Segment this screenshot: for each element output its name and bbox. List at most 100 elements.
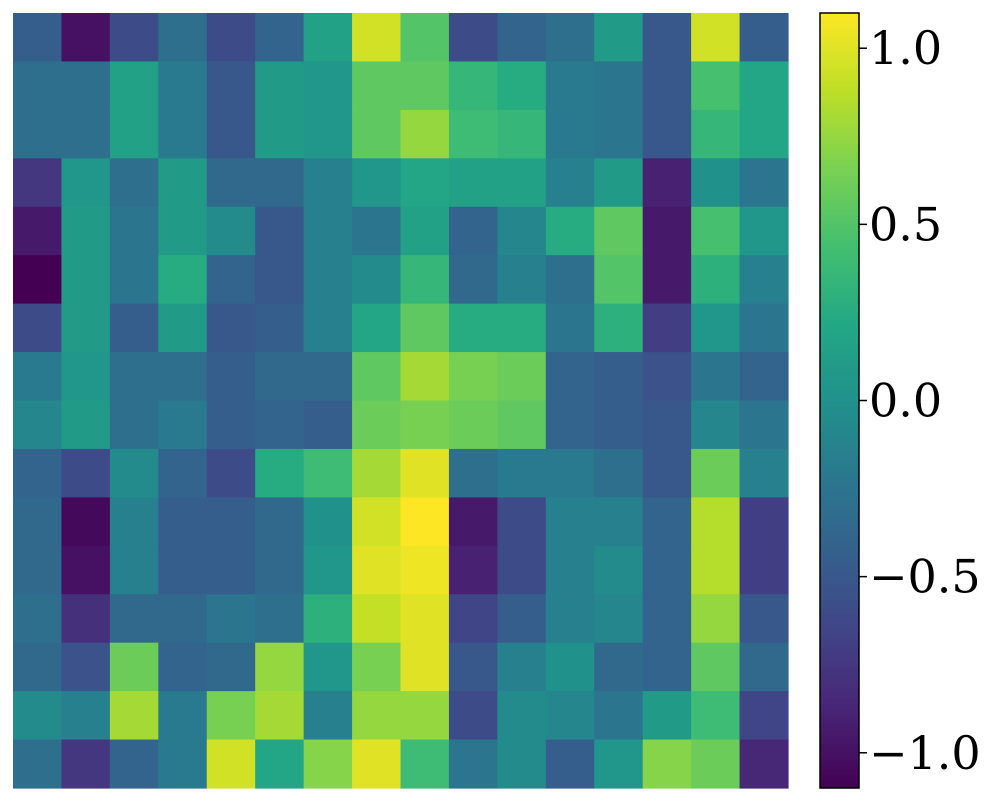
heatmap-cell xyxy=(739,13,789,63)
heatmap-cell xyxy=(691,61,741,111)
colorbar-tick-label: −0.5 xyxy=(869,550,981,604)
colorbar-tick-label: 1.0 xyxy=(869,21,942,75)
heatmap-cell xyxy=(109,206,159,256)
heatmap-cell xyxy=(594,448,644,498)
heatmap-cell xyxy=(545,497,595,547)
heatmap-cell xyxy=(352,739,402,789)
heatmap-cell xyxy=(255,545,305,595)
heatmap-cell xyxy=(400,303,450,353)
heatmap-cell xyxy=(255,303,305,353)
heatmap-cell xyxy=(13,13,63,63)
heatmap-cell xyxy=(545,303,595,353)
heatmap-cell xyxy=(594,400,644,450)
heatmap-cell xyxy=(61,206,111,256)
heatmap-cell xyxy=(400,691,450,741)
heatmap-cell xyxy=(691,352,741,402)
heatmap-cell xyxy=(158,545,208,595)
heatmap-cell xyxy=(739,400,789,450)
heatmap-cell xyxy=(545,594,595,644)
heatmap-cell xyxy=(206,400,256,450)
heatmap-cell xyxy=(594,352,644,402)
heatmap-cell xyxy=(206,352,256,402)
heatmap-cell xyxy=(739,739,789,789)
heatmap-cell xyxy=(642,642,692,692)
heatmap-cell xyxy=(400,400,450,450)
heatmap-cell xyxy=(13,739,63,789)
heatmap-cell xyxy=(594,594,644,644)
heatmap-cell xyxy=(642,497,692,547)
heatmap-cell xyxy=(545,158,595,208)
heatmap-cell xyxy=(448,61,498,111)
heatmap-cell xyxy=(158,206,208,256)
heatmap-cell xyxy=(642,13,692,63)
heatmap-cell xyxy=(448,594,498,644)
colorbar: 1.0 0.5 0.0 −0.5 −1.0 xyxy=(819,12,981,789)
heatmap-cell xyxy=(739,594,789,644)
heatmap-cell xyxy=(158,61,208,111)
heatmap-cell xyxy=(352,109,402,159)
heatmap-cell xyxy=(61,497,111,547)
heatmap-cell xyxy=(206,497,256,547)
heatmap-cell xyxy=(61,594,111,644)
heatmap-cell xyxy=(352,691,402,741)
heatmap-cell xyxy=(61,61,111,111)
heatmap-cell xyxy=(497,400,547,450)
heatmap-cell xyxy=(497,255,547,305)
heatmap-cell xyxy=(13,109,63,159)
heatmap-cell xyxy=(13,206,63,256)
heatmap-cell xyxy=(352,255,402,305)
heatmap-cell xyxy=(255,109,305,159)
heatmap-cell xyxy=(352,13,402,63)
heatmap-cell xyxy=(545,739,595,789)
heatmap-cell xyxy=(594,109,644,159)
heatmap-cell xyxy=(739,352,789,402)
heatmap-cell xyxy=(158,448,208,498)
heatmap-cell xyxy=(691,594,741,644)
heatmap-cell xyxy=(739,158,789,208)
heatmap-cell xyxy=(158,303,208,353)
heatmap-cell xyxy=(158,594,208,644)
heatmap-cell xyxy=(545,545,595,595)
heatmap-cell xyxy=(255,158,305,208)
heatmap-cell xyxy=(691,158,741,208)
heatmap-cell xyxy=(255,642,305,692)
heatmap-cell xyxy=(61,352,111,402)
heatmap-cell xyxy=(642,352,692,402)
heatmap-cell xyxy=(13,400,63,450)
colorbar-gradient xyxy=(819,12,860,789)
heatmap-cell xyxy=(691,13,741,63)
heatmap-cell xyxy=(206,545,256,595)
heatmap-cell xyxy=(303,13,353,63)
heatmap-cell xyxy=(400,352,450,402)
heatmap-cell xyxy=(303,642,353,692)
heatmap-cell xyxy=(303,594,353,644)
heatmap-cell xyxy=(303,303,353,353)
colorbar-tick-label: 0.5 xyxy=(869,197,942,251)
heatmap-cell xyxy=(303,352,353,402)
heatmap-cell xyxy=(400,13,450,63)
heatmap-cell xyxy=(158,739,208,789)
heatmap-cell xyxy=(13,158,63,208)
heatmap-cell xyxy=(691,545,741,595)
heatmap-cell xyxy=(352,594,402,644)
heatmap-cell xyxy=(206,109,256,159)
heatmap-cell xyxy=(545,642,595,692)
heatmap-cell xyxy=(158,691,208,741)
heatmap-cell xyxy=(400,158,450,208)
heatmap-cell xyxy=(13,691,63,741)
heatmap-cell xyxy=(448,642,498,692)
heatmap-cell xyxy=(61,691,111,741)
heatmap-cell xyxy=(109,352,159,402)
heatmap-cell xyxy=(109,545,159,595)
heatmap-cell xyxy=(642,448,692,498)
heatmap-cell xyxy=(109,255,159,305)
heatmap-cell xyxy=(691,206,741,256)
heatmap-cell xyxy=(158,352,208,402)
heatmap-cell xyxy=(303,400,353,450)
heatmap-cell xyxy=(303,61,353,111)
heatmap-cell xyxy=(448,255,498,305)
heatmap-cell xyxy=(61,158,111,208)
heatmap-cell xyxy=(303,545,353,595)
heatmap-cell xyxy=(255,352,305,402)
heatmap-cell xyxy=(206,158,256,208)
